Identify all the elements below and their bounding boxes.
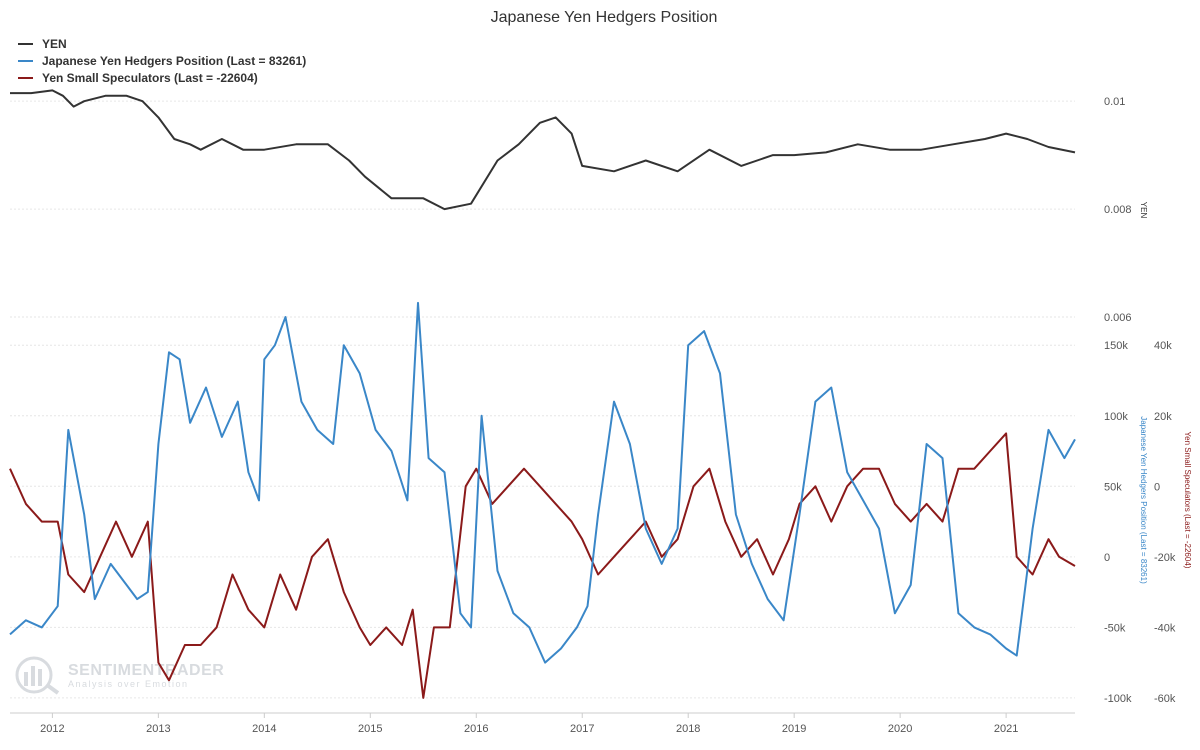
logo-bar-2 <box>31 666 35 686</box>
legend[interactable]: YEN Japanese Yen Hedgers Position (Last … <box>18 37 306 85</box>
legend-label-hedgers: Japanese Yen Hedgers Position (Last = 83… <box>42 54 306 68</box>
logo-ring <box>15 656 53 694</box>
x-tick-label: 2015 <box>358 723 382 735</box>
series-line-yen[interactable] <box>10 89 1076 211</box>
hedgers-tick-label: 0 <box>1104 552 1110 564</box>
x-tick-label: 2019 <box>782 723 806 735</box>
x-tick-label: 2013 <box>146 723 170 735</box>
logo-bar-1 <box>24 672 28 686</box>
series-line-specs[interactable] <box>9 432 1076 699</box>
x-tick-label: 2021 <box>994 723 1018 735</box>
legend-item-hedgers[interactable]: Japanese Yen Hedgers Position (Last = 83… <box>18 54 306 68</box>
yen-axis: 0.01 0.008 0.006 YEN <box>1104 96 1148 324</box>
series-line-hedgers[interactable] <box>9 301 1076 664</box>
watermark-name: SENTIMENTRADER <box>68 662 224 679</box>
hedgers-axis: 150k 100k 50k 0 -50k -100k Japanese Yen Hedger… <box>1104 340 1148 705</box>
hedgers-tick-label: -50k <box>1104 622 1126 634</box>
logo-handle <box>45 683 60 695</box>
yen-axis-title: YEN <box>1139 202 1148 219</box>
hedgers-axis-title: Japanese Yen Hedgers Position (Last = 83… <box>1139 416 1148 584</box>
specs-axis: 40k 20k 0 -20k -40k -60k Yen Small Speculators… <box>1154 340 1192 705</box>
hedgers-tick-label: 150k <box>1104 340 1128 352</box>
yen-tick-label: 0.008 <box>1104 204 1132 216</box>
specs-tick-label: 40k <box>1154 340 1172 352</box>
yen-tick-label: 0.006 <box>1104 312 1132 324</box>
watermark-logo: SENTIMENTRADER Analysis over Emotion <box>15 656 224 695</box>
specs-tick-label: -40k <box>1154 622 1176 634</box>
x-tick-label: 2016 <box>464 723 488 735</box>
series-layer <box>9 89 1076 699</box>
grid-lines <box>10 100 1075 699</box>
legend-item-yen[interactable]: YEN <box>18 37 67 51</box>
hedgers-tick-label: 50k <box>1104 481 1122 493</box>
x-tick-label: 2012 <box>40 723 64 735</box>
hedgers-tick-label: -100k <box>1104 693 1132 705</box>
x-tick-label: 2014 <box>252 723 276 735</box>
specs-tick-label: 0 <box>1154 481 1160 493</box>
specs-tick-label: -20k <box>1154 552 1176 564</box>
logo-bar-3 <box>38 669 42 686</box>
legend-label-yen: YEN <box>42 37 67 51</box>
x-axis: 2012 2013 2014 2015 2016 2017 2018 2019 2020 2021 <box>10 712 1075 735</box>
hedgers-tick-label: 100k <box>1104 411 1128 423</box>
x-tick-label: 2020 <box>888 723 912 735</box>
legend-item-specs[interactable]: Yen Small Speculators (Last = -22604) <box>18 71 258 85</box>
x-tick-label: 2018 <box>676 723 700 735</box>
watermark-tagline: Analysis over Emotion <box>68 679 189 689</box>
legend-label-specs: Yen Small Speculators (Last = -22604) <box>42 71 258 85</box>
specs-tick-label: -60k <box>1154 693 1176 705</box>
specs-tick-label: 20k <box>1154 411 1172 423</box>
x-tick-label: 2017 <box>570 723 594 735</box>
yen-tick-label: 0.01 <box>1104 96 1125 108</box>
chart-title: Japanese Yen Hedgers Position <box>491 9 718 26</box>
specs-axis-title: Yen Small Speculators (Last = -22604) <box>1183 432 1192 569</box>
